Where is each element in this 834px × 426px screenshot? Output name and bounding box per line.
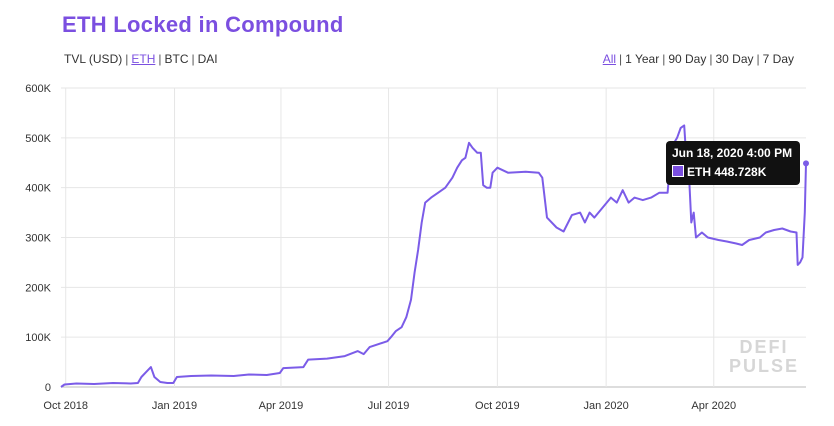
y-tick-label: 200K [25,282,51,294]
watermark-line: DEFI [739,337,789,357]
filter-eth[interactable]: ETH [131,52,156,66]
x-tick-label: Jan 2020 [584,400,629,412]
range-30-day[interactable]: 30 Day [715,52,754,66]
defi-pulse-watermark: DEFI PULSE [729,338,799,376]
separator: | [662,52,666,66]
separator: | [191,52,195,66]
x-tick-label: Apr 2019 [259,400,304,412]
filter-btc[interactable]: BTC [164,52,189,66]
range-1-year[interactable]: 1 Year [625,52,660,66]
tooltip-value: ETH 448.728K [687,165,767,179]
x-tick-label: Jan 2019 [152,400,197,412]
watermark-line: PULSE [729,356,800,376]
separator: | [709,52,713,66]
separator: | [125,52,129,66]
tooltip: Jun 18, 2020 4:00 PM ETH 448.728K [666,141,800,185]
series-line-eth [60,124,807,388]
tooltip-value-row: ETH 448.728K [672,165,766,179]
range-7-day[interactable]: 7 Day [762,52,794,66]
y-tick-label: 300K [25,233,51,245]
x-tick-label: Oct 2018 [43,400,88,412]
y-tick-label: 100K [25,332,51,344]
separator: | [158,52,162,66]
x-tick-label: Jul 2019 [368,400,410,412]
range-90-day[interactable]: 90 Day [668,52,707,66]
separator: | [619,52,623,66]
y-tick-label: 600K [25,83,51,95]
time-range-filter: All | 1 Year | 90 Day | 30 Day | 7 Day [603,52,794,66]
x-tick-label: Oct 2019 [475,400,520,412]
metric-filter: TVL (USD) | ETH | BTC | DAI [64,52,218,66]
hover-point [803,160,809,167]
separator: | [756,52,760,66]
x-tick-label: Apr 2020 [691,400,736,412]
chart-title: ETH Locked in Compound [62,12,344,37]
y-tick-label: 0 [45,382,51,394]
x-axis-labels: Oct 2018 Jan 2019 Apr 2019 Jul 2019 Oct 2019… [43,400,736,412]
filter-tvl-usd[interactable]: TVL (USD) [64,52,123,66]
y-axis-labels: 0 100K 200K 300K 400K 500K 600K [25,83,51,394]
series-swatch-icon [672,165,684,177]
range-all[interactable]: All [602,52,617,66]
grid-lines [61,87,806,388]
y-tick-label: 500K [25,133,51,145]
y-tick-label: 400K [25,183,51,195]
tooltip-date: Jun 18, 2020 4:00 PM [672,146,793,160]
filter-dai[interactable]: DAI [197,52,218,66]
